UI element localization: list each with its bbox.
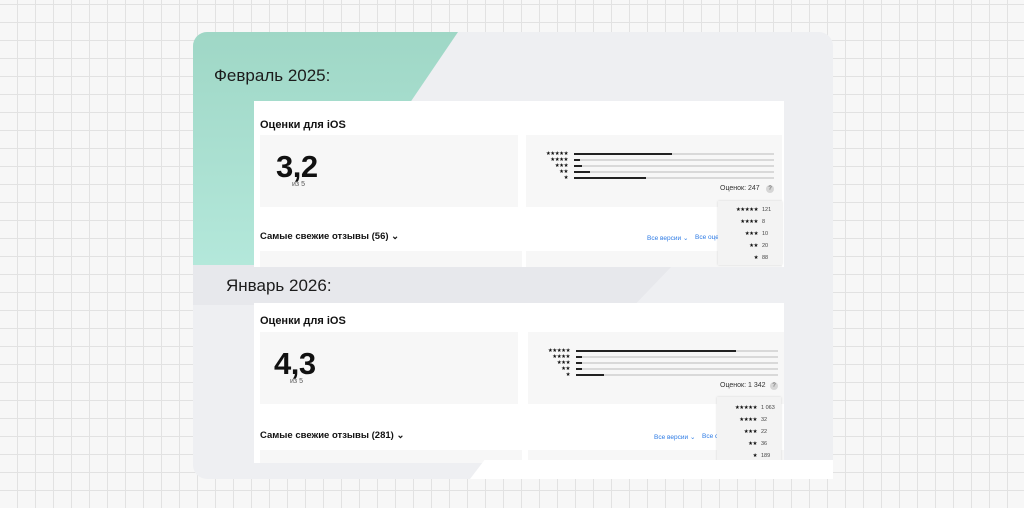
bar-3 [576, 362, 778, 364]
stars-1: ★ [565, 372, 571, 378]
distribution-box: ★★★★★ ★★★★ ★★★ ★★ ★ Оценок: 1 342 ? [528, 332, 784, 404]
bar-fill-4 [576, 356, 583, 358]
ratings-total: Оценок: 1 342 [720, 382, 766, 389]
bar-5 [574, 153, 774, 155]
bar-4 [574, 159, 774, 161]
rating-scale: из 5 [292, 181, 305, 188]
stars-2: ★★ [561, 366, 570, 372]
card-title: Оценки для iOS [260, 315, 346, 327]
review-card-stub [260, 450, 522, 463]
question-icon[interactable]: ? [766, 185, 774, 193]
filter-ratings[interactable]: Все с [702, 433, 719, 440]
card-title: Оценки для iOS [260, 119, 346, 131]
rating-scale: из 5 [290, 378, 303, 385]
stars-3: ★★★ [554, 163, 569, 169]
bar-4 [576, 356, 778, 358]
bar-1 [574, 177, 774, 179]
stars-1: ★ [563, 175, 569, 181]
bar-fill-2 [574, 171, 590, 173]
rating-box: 3,2 из 5 [260, 135, 518, 207]
bar-fill-3 [576, 362, 583, 364]
bar-fill-3 [574, 165, 582, 167]
section-heading-jan-2026: Январь 2026: [226, 276, 332, 295]
question-icon[interactable]: ? [770, 382, 778, 390]
stars-4: ★★★★ [550, 157, 568, 163]
stars-4: ★★★★ [552, 354, 570, 360]
distribution-tooltip-1: ★★★★★ 121 ★★★★ 8 ★★★ 10 ★★ 20 ★ 88 [718, 201, 782, 265]
bar-fill-2 [576, 368, 583, 370]
rating-value: 3,2 [276, 149, 318, 184]
filter-versions[interactable]: Все версии ⌄ [654, 434, 696, 441]
bar-1 [576, 374, 778, 376]
stars-3: ★★★ [556, 360, 571, 366]
chevron-down-icon: ⌄ [391, 231, 400, 242]
rating-box: 4,3 из 5 [260, 332, 518, 404]
bar-fill-1 [576, 374, 605, 376]
bar-fill-1 [574, 177, 646, 179]
review-card-stub [260, 251, 522, 267]
bar-fill-5 [574, 153, 672, 155]
bar-fill-5 [576, 350, 736, 352]
distribution-tooltip-2: ★★★★★ 1 063 ★★★★ 32 ★★★ 22 ★★ 36 ★ 189 [717, 397, 781, 463]
bar-fill-4 [574, 159, 580, 161]
stars-2: ★★ [559, 169, 568, 175]
bar-2 [576, 368, 778, 370]
ratings-total: Оценок: 247 [720, 185, 760, 192]
stars-5: ★★★★★ [547, 348, 571, 354]
filter-ratings[interactable]: Все оце [695, 234, 719, 241]
section-heading-feb-2025: Февраль 2025: [214, 66, 331, 85]
bar-5 [576, 350, 778, 352]
rating-value: 4,3 [274, 346, 316, 381]
ios-ratings-card-2: Оценки для iOS 4,3 из 5 ★★★★★ ★★★★ ★★★ ★… [254, 303, 784, 463]
reviews-title[interactable]: Самые свежие отзывы (281) ⌄ [260, 430, 405, 441]
chevron-down-icon: ⌄ [682, 235, 689, 242]
chevron-down-icon: ⌄ [396, 430, 405, 441]
ios-ratings-card-1: Оценки для iOS 3,2 из 5 ★★★★★ ★★★★ ★★★ ★… [254, 101, 784, 267]
reviews-title[interactable]: Самые свежие отзывы (56) ⌄ [260, 231, 400, 242]
divider-band [193, 265, 673, 305]
bar-3 [574, 165, 774, 167]
stars-5: ★★★★★ [545, 151, 569, 157]
filter-versions[interactable]: Все версии ⌄ [647, 235, 689, 242]
bar-2 [574, 171, 774, 173]
white-wedge [470, 460, 833, 479]
chevron-down-icon: ⌄ [689, 434, 696, 441]
distribution-box: ★★★★★ ★★★★ ★★★ ★★ ★ Оценок: 247 ? [526, 135, 782, 207]
